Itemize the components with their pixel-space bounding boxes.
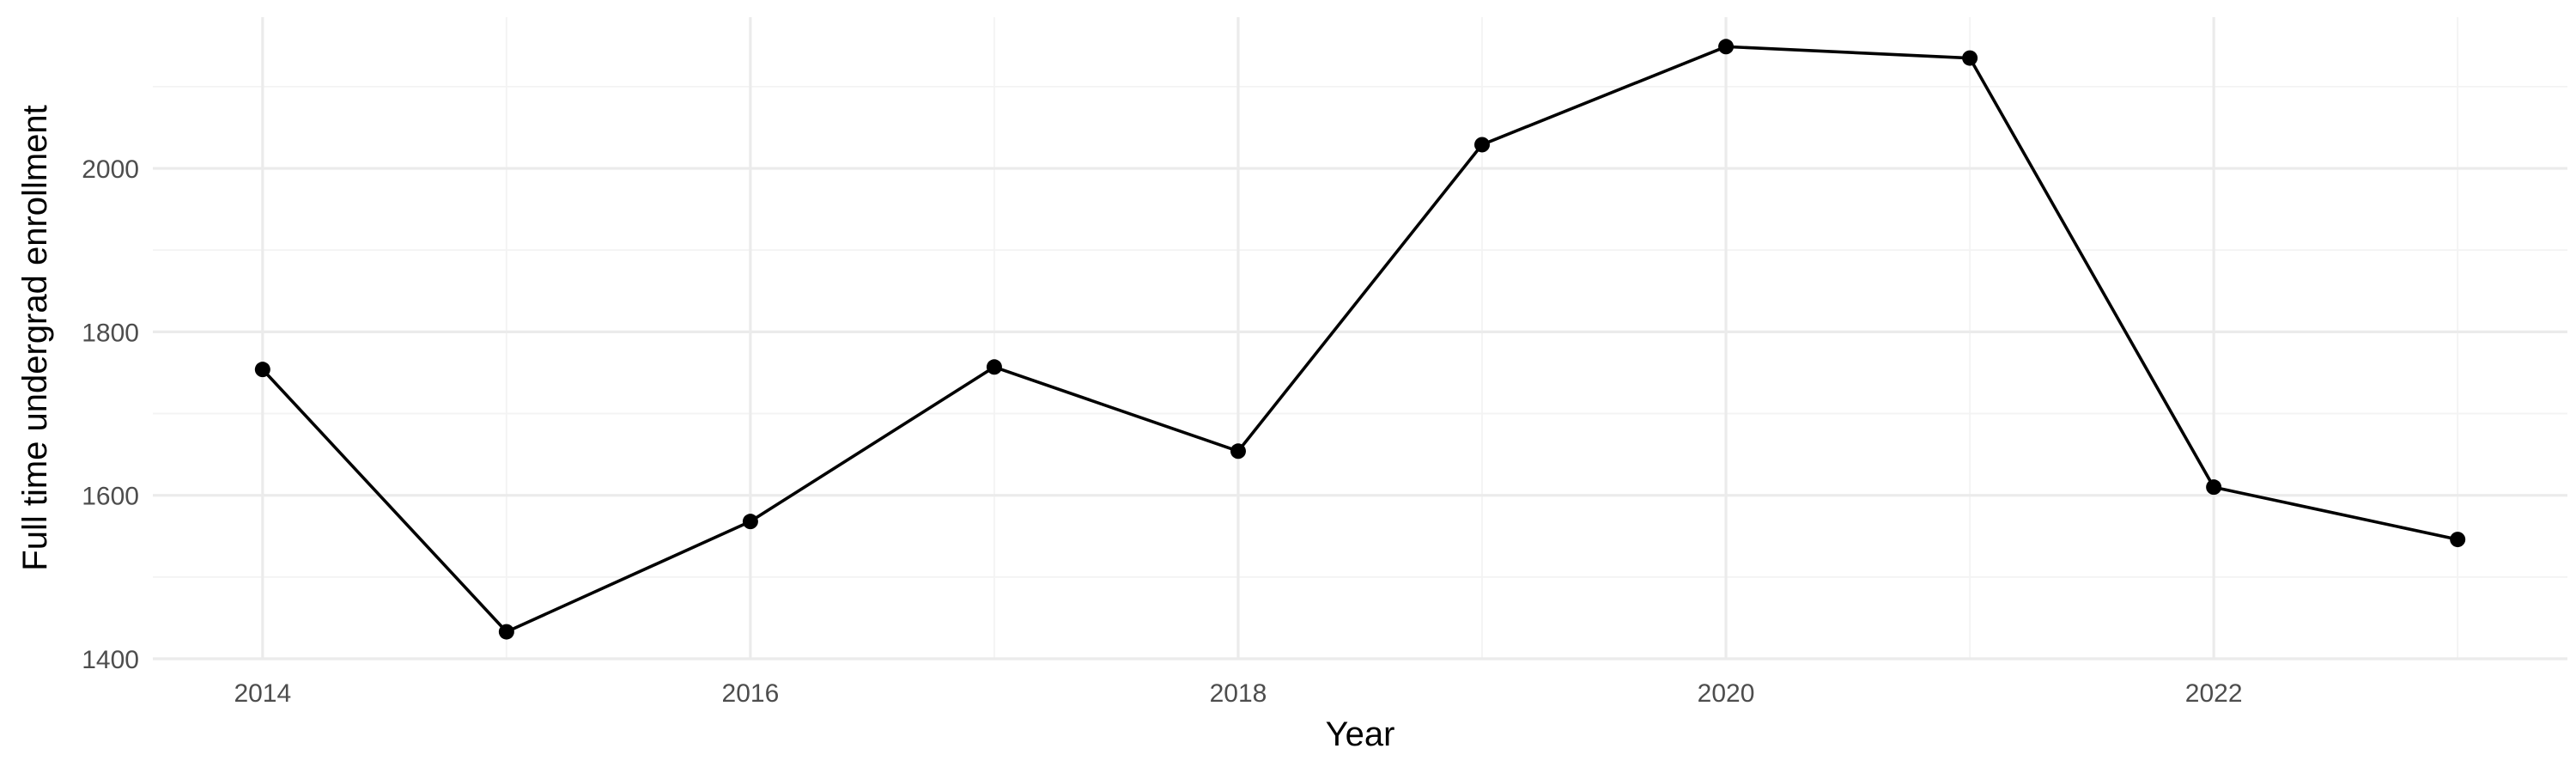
y-tick-label: 1400 bbox=[82, 646, 139, 674]
y-tick-label: 1800 bbox=[82, 319, 139, 347]
x-axis-title: Year bbox=[1326, 715, 1395, 753]
data-point bbox=[254, 362, 270, 378]
data-point bbox=[1230, 443, 1246, 460]
x-tick-label: 2014 bbox=[234, 679, 291, 708]
y-axis-title: Full time undergrad enrollment bbox=[16, 105, 54, 570]
x-tick-label: 2016 bbox=[722, 679, 780, 708]
data-point bbox=[2206, 479, 2222, 496]
data-point bbox=[1962, 50, 1978, 66]
x-tick-label: 2018 bbox=[1210, 679, 1267, 708]
series-line bbox=[261, 45, 2458, 634]
data-point bbox=[2450, 532, 2466, 548]
x-tick-label: 2020 bbox=[1698, 679, 1755, 708]
data-point bbox=[1474, 137, 1491, 153]
y-tick-label: 2000 bbox=[82, 155, 139, 184]
data-point bbox=[498, 624, 514, 640]
series-layer bbox=[254, 39, 2466, 640]
x-tick-label: 2022 bbox=[2185, 679, 2243, 708]
data-point bbox=[986, 359, 1002, 375]
y-tick-label: 1600 bbox=[82, 483, 139, 511]
data-point bbox=[742, 514, 758, 530]
x-tick-labels: 2014 2016 2018 2020 2022 bbox=[234, 679, 2242, 708]
data-point bbox=[1718, 39, 1735, 55]
grid bbox=[153, 17, 2567, 660]
y-tick-labels: 1400 1600 1800 2000 bbox=[82, 155, 139, 674]
